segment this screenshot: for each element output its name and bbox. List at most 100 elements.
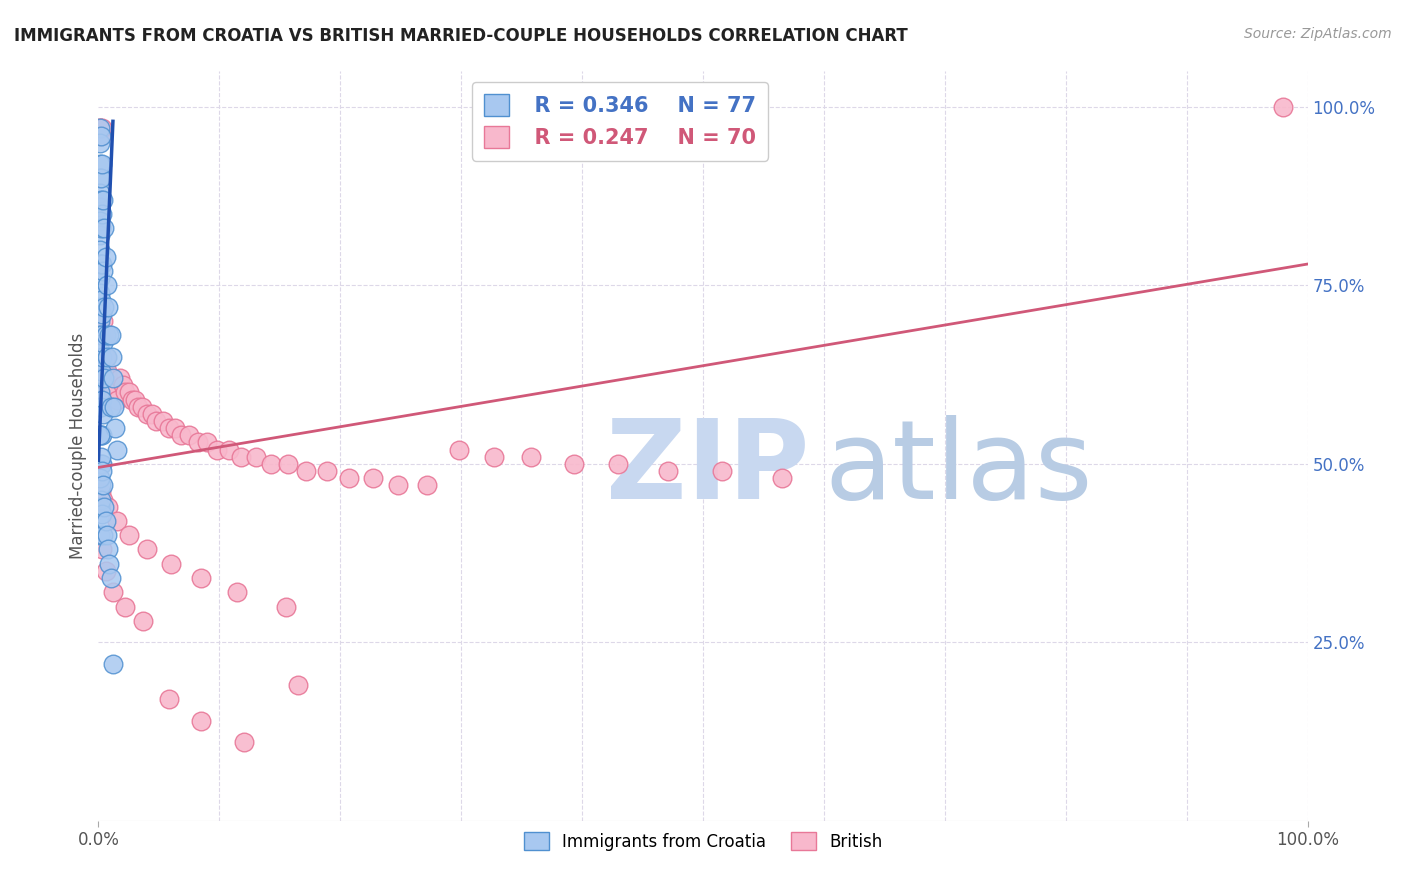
- Point: [90, 428, 112, 442]
- Point: [91, 335, 114, 350]
- Point: [89, 357, 111, 371]
- Point: [91, 428, 114, 442]
- Point: [91, 350, 114, 364]
- Point: [90, 221, 112, 235]
- Text: IMMIGRANTS FROM CROATIA VS BRITISH MARRIED-COUPLE HOUSEHOLDS CORRELATION CHART: IMMIGRANTS FROM CROATIA VS BRITISH MARRI…: [14, 27, 908, 45]
- Point: [105, 392, 128, 407]
- Point: [416, 478, 439, 492]
- Point: [90, 293, 112, 307]
- Point: [89, 136, 111, 150]
- Point: [132, 614, 155, 628]
- Point: [93, 328, 115, 343]
- Point: [94, 350, 117, 364]
- Point: [89, 271, 111, 285]
- Point: [387, 478, 409, 492]
- Point: [447, 442, 470, 457]
- Point: [770, 471, 793, 485]
- Point: [108, 371, 131, 385]
- Point: [91, 392, 114, 407]
- Point: [101, 585, 124, 599]
- Point: [337, 471, 360, 485]
- Legend: Immigrants from Croatia, British: Immigrants from Croatia, British: [517, 826, 889, 857]
- Point: [91, 464, 114, 478]
- Point: [100, 350, 122, 364]
- Point: [163, 421, 186, 435]
- Point: [90, 450, 112, 464]
- Point: [89, 328, 111, 343]
- Point: [169, 428, 191, 442]
- Point: [711, 464, 734, 478]
- Point: [93, 221, 115, 235]
- Point: [101, 385, 124, 400]
- Point: [89, 200, 111, 214]
- Point: [100, 378, 122, 392]
- Point: [90, 193, 112, 207]
- Point: [93, 371, 115, 385]
- Point: [91, 407, 114, 421]
- Text: atlas: atlas: [824, 415, 1092, 522]
- Point: [91, 157, 114, 171]
- Point: [96, 528, 118, 542]
- Point: [94, 250, 117, 264]
- Point: [124, 392, 146, 407]
- Point: [111, 378, 134, 392]
- Point: [90, 257, 112, 271]
- Point: [89, 121, 111, 136]
- Point: [89, 243, 111, 257]
- Point: [361, 471, 384, 485]
- Point: [100, 571, 122, 585]
- Point: [90, 492, 112, 507]
- Point: [89, 314, 111, 328]
- Point: [89, 228, 111, 243]
- Point: [179, 428, 201, 442]
- Point: [91, 121, 114, 136]
- Point: [90, 364, 112, 378]
- Point: [277, 457, 299, 471]
- Point: [90, 171, 112, 186]
- Point: [104, 421, 127, 435]
- Point: [94, 564, 117, 578]
- Point: [114, 599, 136, 614]
- Point: [127, 400, 149, 414]
- Point: [89, 371, 111, 385]
- Point: [90, 128, 112, 143]
- Point: [520, 450, 543, 464]
- Point: [190, 714, 212, 728]
- Point: [91, 207, 114, 221]
- Point: [105, 514, 128, 528]
- Point: [157, 692, 180, 706]
- Point: [274, 599, 297, 614]
- Point: [97, 300, 120, 314]
- Point: [89, 400, 111, 414]
- Point: [91, 257, 114, 271]
- Point: [90, 478, 112, 492]
- Point: [96, 364, 118, 378]
- Point: [97, 500, 120, 514]
- Point: [89, 121, 111, 136]
- Point: [94, 514, 117, 528]
- Point: [657, 464, 679, 478]
- Point: [89, 186, 111, 200]
- Point: [98, 557, 121, 571]
- Point: [152, 414, 174, 428]
- Point: [101, 371, 124, 385]
- Point: [89, 528, 111, 542]
- Point: [91, 193, 114, 207]
- Point: [91, 307, 114, 321]
- Point: [118, 528, 141, 542]
- Point: [91, 528, 114, 542]
- Point: [160, 557, 183, 571]
- Point: [316, 464, 339, 478]
- Point: [260, 457, 283, 471]
- Point: [100, 328, 122, 343]
- Point: [105, 442, 128, 457]
- Point: [287, 678, 309, 692]
- Point: [90, 457, 112, 471]
- Point: [218, 442, 240, 457]
- Point: [98, 328, 121, 343]
- Point: [91, 542, 114, 557]
- Point: [100, 400, 122, 414]
- Point: [97, 542, 120, 557]
- Point: [114, 385, 136, 400]
- Point: [90, 400, 112, 414]
